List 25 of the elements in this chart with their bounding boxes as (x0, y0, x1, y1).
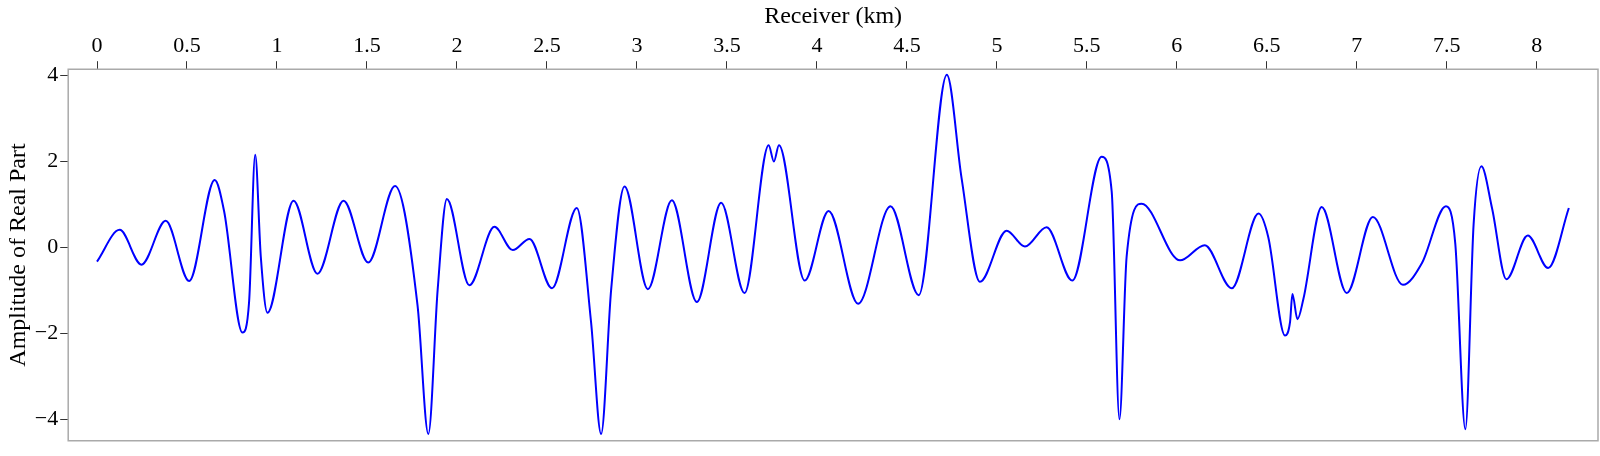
x-tick-label: 4 (811, 31, 823, 57)
x-tick-label: 4.5 (893, 31, 921, 57)
x-tick-label: 2.5 (533, 31, 561, 57)
x-tick-label: 8 (1531, 31, 1543, 57)
line-series (96, 73, 1570, 435)
y-tick-label: 0 (47, 233, 59, 259)
x-tick-label: 0.5 (173, 31, 201, 57)
y-axis-title: Amplitude of Real Part (3, 143, 30, 367)
x-tick-label: 7 (1351, 31, 1363, 57)
x-tick-label: 6 (1171, 31, 1183, 57)
x-axis-title: Receiver (km) (764, 1, 903, 28)
y-tick-label: −4 (34, 405, 59, 431)
y-tick-label: −2 (34, 319, 59, 345)
y-tick-label: 2 (47, 147, 59, 173)
x-tick-label: 1 (271, 31, 283, 57)
y-tick-label: 4 (47, 61, 59, 87)
x-tick-label: 1.5 (353, 31, 381, 57)
x-tick-label: 2 (451, 31, 463, 57)
x-tick-label: 3.5 (713, 31, 741, 57)
x-tick-label: 5 (991, 31, 1003, 57)
x-tick-label: 7.5 (1433, 31, 1461, 57)
x-tick-label: 3 (631, 31, 643, 57)
x-tick-label: 5.5 (1073, 31, 1101, 57)
x-tick-label: 0 (91, 31, 103, 57)
x-tick-label: 6.5 (1253, 31, 1281, 57)
